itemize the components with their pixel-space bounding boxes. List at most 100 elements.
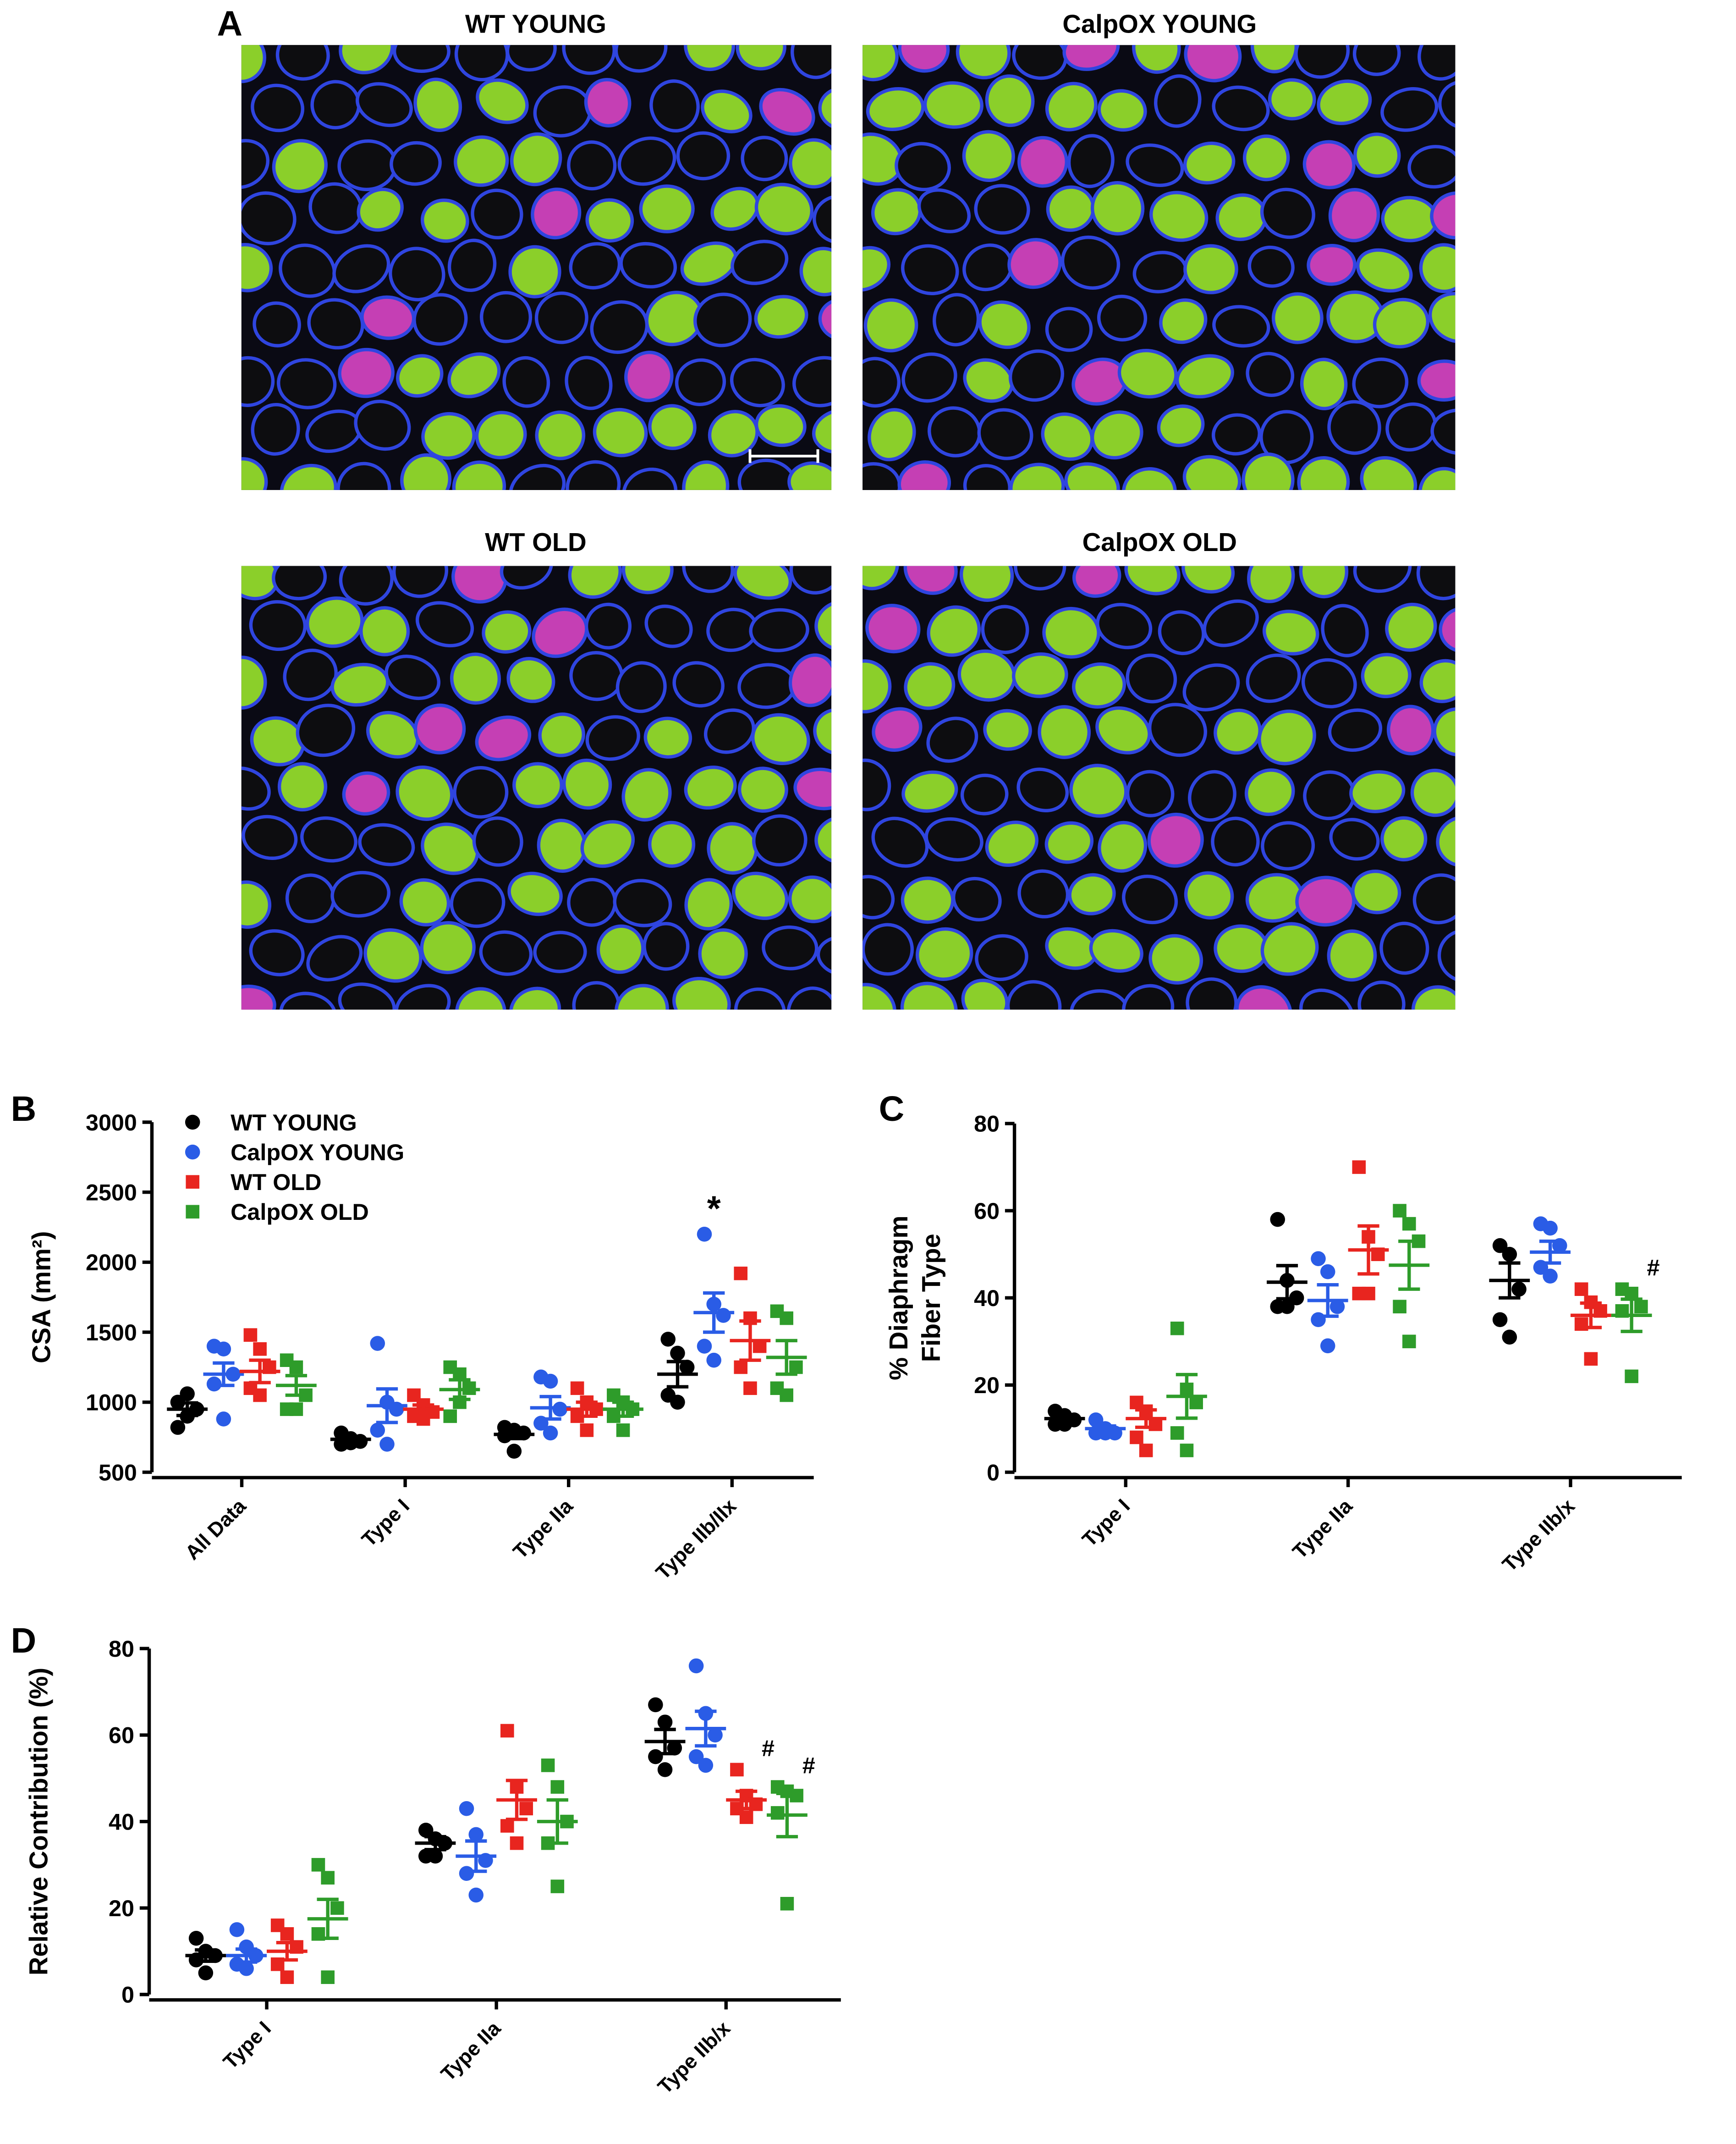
data-point — [667, 1740, 682, 1756]
y-axis-label: CSA (mm²) — [27, 1231, 55, 1363]
data-point — [1139, 1444, 1153, 1457]
fiber — [1379, 921, 1429, 975]
fiber — [1182, 455, 1242, 490]
fiber — [621, 566, 674, 595]
fiber — [249, 600, 307, 651]
fiber — [932, 293, 980, 347]
fiber — [624, 351, 674, 402]
data-point — [670, 1394, 685, 1410]
fiber — [788, 653, 832, 707]
data-point — [188, 1930, 204, 1946]
fiber — [684, 766, 737, 810]
data-point — [780, 1896, 794, 1911]
fiber — [1439, 606, 1456, 653]
fiber — [734, 987, 786, 1010]
error-bar — [703, 1291, 725, 1334]
data-point — [708, 1727, 723, 1743]
fiber — [863, 246, 891, 292]
data-point — [734, 1360, 748, 1374]
fiber — [1012, 652, 1068, 698]
data-point — [311, 1858, 325, 1872]
data-point — [253, 1342, 267, 1356]
fiber — [1262, 610, 1319, 656]
error-bar — [1317, 1283, 1339, 1318]
fiber — [593, 408, 648, 457]
data-point — [739, 1810, 753, 1824]
fiber — [476, 78, 529, 124]
fiber — [1430, 408, 1456, 455]
fiber — [1159, 298, 1208, 344]
fiber — [1068, 873, 1116, 915]
fiber — [904, 662, 956, 710]
fiber — [396, 766, 454, 821]
fiber — [923, 81, 983, 129]
fiber — [1418, 467, 1456, 490]
fiber — [296, 704, 356, 757]
data-point — [657, 1762, 673, 1777]
fiber — [1327, 400, 1381, 455]
data-point — [716, 1308, 731, 1323]
data-point — [170, 1420, 186, 1435]
fiber — [1014, 566, 1066, 591]
data-point — [243, 1328, 258, 1342]
legend-label: WT YOUNG — [231, 1109, 357, 1135]
y-axis-label: Fiber Type — [917, 1234, 945, 1362]
y-tick-label: 500 — [99, 1459, 137, 1485]
fiber — [818, 298, 832, 341]
fiber — [241, 880, 272, 929]
data-point — [1320, 1338, 1335, 1354]
error-bar — [1580, 1301, 1602, 1329]
fiber — [507, 871, 563, 916]
error-bar — [1054, 1414, 1076, 1423]
fiber — [357, 187, 404, 232]
fiber — [585, 198, 634, 243]
data-point — [1492, 1238, 1508, 1253]
x-tick-label: Type IIb/x — [654, 2017, 735, 2098]
fiber — [283, 649, 338, 701]
error-bar — [546, 1798, 568, 1845]
fiber — [787, 461, 832, 490]
fiber — [1361, 653, 1412, 699]
fibers — [241, 566, 832, 1010]
error-bar — [213, 1361, 235, 1387]
error-bar — [1499, 1261, 1521, 1300]
fiber — [1203, 599, 1259, 647]
fiber — [567, 140, 617, 191]
fiber — [455, 987, 506, 1010]
fiber — [1211, 413, 1261, 456]
error-bar — [317, 1897, 339, 1940]
fiber — [565, 356, 613, 410]
data-point — [790, 1789, 803, 1802]
fiber — [1122, 874, 1178, 925]
data-point — [616, 1423, 630, 1437]
fiber — [863, 758, 891, 811]
error-bar — [376, 1387, 398, 1424]
fiber — [1041, 412, 1094, 461]
fiber — [1417, 359, 1456, 402]
fiber — [863, 462, 901, 490]
data-point — [770, 1806, 785, 1820]
fiber — [363, 928, 423, 983]
fiber — [1148, 703, 1207, 757]
fiber — [614, 45, 668, 73]
fiber — [415, 601, 474, 648]
fiber — [241, 457, 268, 490]
fiber — [754, 182, 814, 236]
fiber — [392, 566, 448, 598]
fiber — [1246, 653, 1301, 703]
scale-bar — [748, 449, 819, 463]
fiber — [963, 358, 1014, 403]
fiber — [1096, 603, 1153, 650]
fiber — [241, 656, 267, 710]
fiber — [475, 715, 532, 761]
fiber — [901, 352, 957, 403]
fiber — [1242, 452, 1295, 490]
y-tick-label: 60 — [974, 1198, 1000, 1224]
fiber — [786, 987, 832, 1010]
fiber — [749, 608, 809, 652]
fiber — [959, 566, 1014, 602]
legend-marker — [185, 1144, 200, 1160]
fiber — [900, 981, 958, 1010]
fiber — [644, 604, 693, 648]
fiber — [1294, 45, 1350, 79]
